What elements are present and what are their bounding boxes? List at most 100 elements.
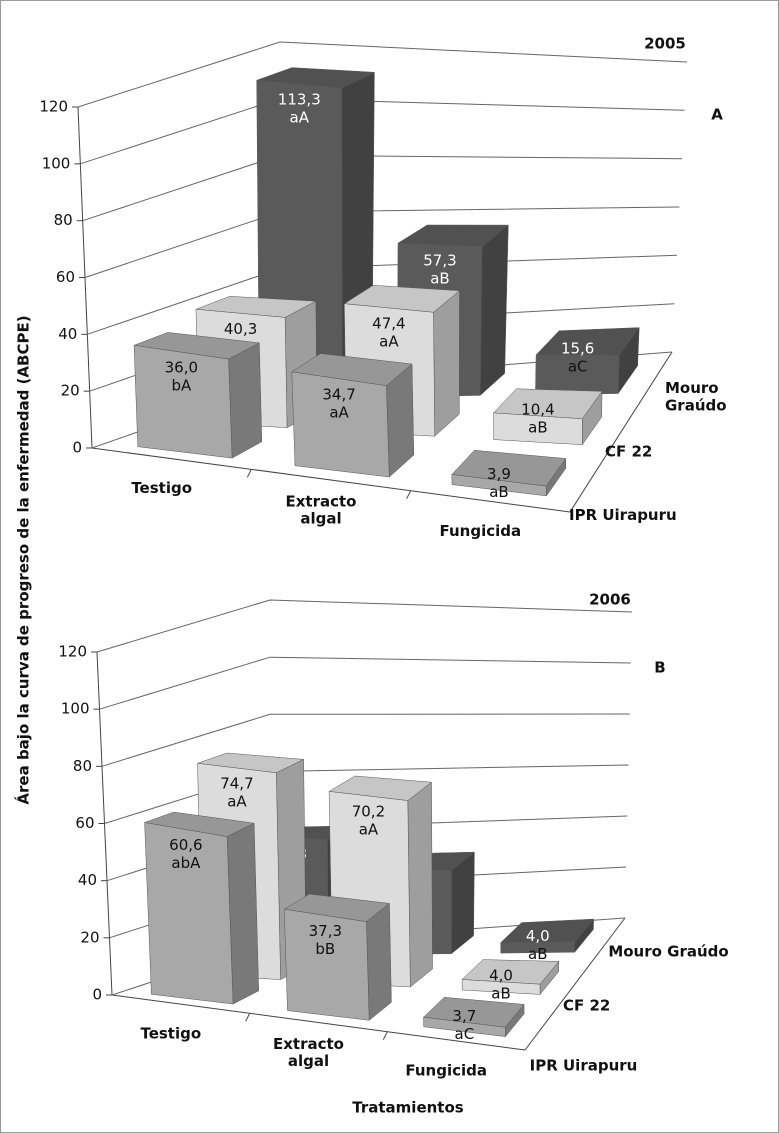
- grid-line: [99, 656, 631, 710]
- value-label: 57,3: [423, 251, 456, 269]
- y-tick-label: 60: [56, 268, 75, 286]
- y-tick-label: 20: [61, 382, 80, 400]
- bar-side: [228, 342, 263, 459]
- y-tick-label: 120: [39, 98, 68, 116]
- y-tick-label: 40: [58, 325, 77, 343]
- bar-side: [433, 290, 460, 437]
- value-letter: aB: [528, 418, 547, 436]
- bar: [461, 959, 560, 996]
- bar-front: [144, 822, 234, 1005]
- value-label: 70,2: [352, 802, 385, 820]
- bar-front: [133, 345, 233, 459]
- axis-line: [91, 447, 571, 513]
- value-label: 36,0: [165, 359, 198, 377]
- value-label: 74,7: [220, 775, 253, 793]
- bar: [422, 997, 525, 1038]
- bar-front: [423, 1016, 506, 1037]
- bar-side: [407, 781, 433, 988]
- x-tick-label: Fungicida: [405, 1061, 487, 1079]
- bar-front: [461, 979, 541, 995]
- value-letter: bB: [315, 940, 335, 958]
- value-letter: aA: [329, 403, 349, 421]
- value-letter: aA: [290, 109, 310, 127]
- value-letter: aA: [227, 793, 247, 811]
- value-letter: aA: [379, 332, 399, 350]
- legend-label: Mouro Graúdo: [608, 943, 728, 961]
- grid-line: [101, 713, 630, 767]
- value-label: 4,0: [489, 966, 513, 984]
- bar: [283, 893, 392, 1021]
- value-label: 3,7: [452, 1007, 476, 1025]
- x-tick-label: Extracto algal: [273, 1034, 344, 1069]
- y-tick-label: 80: [73, 757, 92, 775]
- y-tick-label: 40: [78, 871, 97, 889]
- value-label: 3,9: [487, 465, 511, 483]
- grid-line: [77, 41, 688, 108]
- tick-mark: [406, 490, 412, 499]
- bar-front: [451, 474, 547, 497]
- bar-front: [493, 412, 583, 445]
- value-label: 113,3: [278, 91, 321, 109]
- value-letter: aB: [489, 483, 508, 501]
- bar: [535, 326, 640, 395]
- value-label: 37,3: [309, 922, 342, 940]
- value-letter: aC: [455, 1025, 475, 1043]
- y-tick-label: 20: [80, 928, 99, 946]
- value-letter: abA: [171, 854, 201, 872]
- legend-label: CF 22: [605, 443, 652, 461]
- y-axis-label: Área bajo la curva de progreso de la enf…: [14, 315, 33, 804]
- bar-side: [479, 224, 509, 396]
- value-label: 10,4: [521, 400, 554, 418]
- axis-line: [111, 994, 526, 1051]
- value-label: 47,4: [372, 314, 405, 332]
- grid-line: [96, 599, 633, 653]
- bar: [451, 450, 567, 497]
- tick-mark: [382, 1031, 388, 1040]
- tick-mark: [245, 1013, 251, 1022]
- bar-front: [291, 371, 390, 478]
- value-label: 34,7: [322, 385, 355, 403]
- y-tick-label: 100: [42, 154, 71, 172]
- axis-line: [524, 917, 626, 1051]
- legend-label: Mouro Graúdo: [665, 379, 727, 414]
- bar: [133, 332, 263, 459]
- legend-label: IPR Uirapuru: [569, 506, 677, 524]
- value-label: 15,6: [561, 339, 594, 357]
- bar: [291, 353, 415, 478]
- x-tick-label: Fungicida: [440, 522, 522, 540]
- x-tick-label: Extracto algal: [286, 492, 357, 527]
- y-tick-label: 120: [58, 643, 87, 661]
- chart-title: 2006: [589, 591, 631, 609]
- value-letter: aB: [528, 945, 547, 963]
- bar: [500, 918, 595, 954]
- bar: [493, 388, 603, 446]
- bar-front: [283, 908, 370, 1021]
- bar: [143, 811, 259, 1005]
- y-tick-label: 0: [92, 986, 102, 1004]
- value-letter: aB: [430, 269, 449, 287]
- bar-side: [366, 902, 392, 1021]
- y-tick-label: 60: [75, 814, 94, 832]
- value-letter: aB: [491, 984, 510, 1002]
- x-tick-label: Testigo: [131, 479, 192, 497]
- legend-label: IPR Uirapuru: [530, 1057, 638, 1075]
- panel-label: A: [711, 106, 723, 124]
- value-letter: bA: [171, 377, 192, 395]
- value-letter: aC: [568, 357, 588, 375]
- chart-title: 2005: [644, 35, 686, 53]
- y-tick-label: 0: [72, 439, 82, 457]
- x-tick-label: Testigo: [140, 1025, 201, 1043]
- value-label: 4,0: [526, 927, 550, 945]
- y-tick-label: 100: [61, 700, 90, 718]
- panel-label: B: [654, 659, 665, 677]
- y-tick-label: 80: [54, 211, 73, 229]
- bar-front: [500, 941, 576, 954]
- value-letter: aA: [359, 820, 379, 838]
- legend-label: CF 22: [563, 997, 610, 1015]
- x-axis-label: Tratamientos: [352, 1099, 463, 1117]
- tick-mark: [246, 469, 252, 478]
- value-label: 60,6: [169, 836, 202, 854]
- axis-line: [569, 351, 673, 513]
